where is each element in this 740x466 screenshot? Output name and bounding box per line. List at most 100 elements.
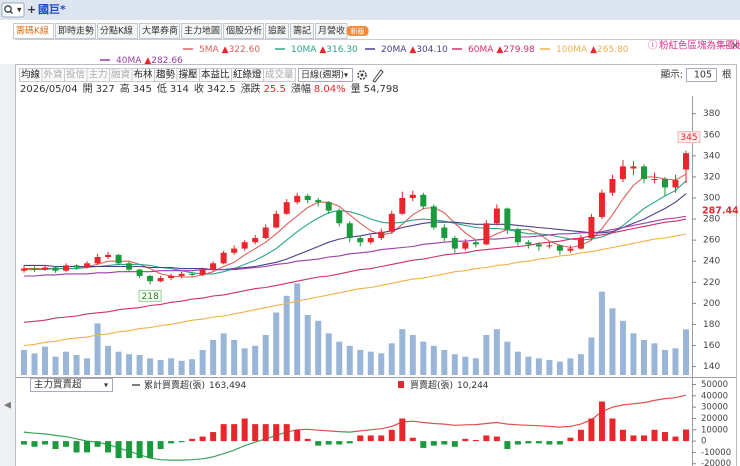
net-bar [525, 441, 532, 444]
toolbar-button-label[interactable]: 撐壓 [179, 69, 199, 81]
indicator-plot [21, 394, 689, 461]
draw-icon[interactable] [372, 69, 384, 83]
toolbar-button-label[interactable]: 趨勢 [156, 69, 176, 81]
volume-bar [462, 356, 469, 375]
toolbar-button-label[interactable]: 紅綠燈 [233, 69, 262, 81]
tab-label[interactable]: 分點K線 [100, 25, 133, 37]
volume-bar [525, 356, 532, 375]
tab[interactable] [265, 23, 289, 39]
tab[interactable] [139, 23, 180, 39]
toolbar-button-label[interactable]: 布林 [134, 69, 154, 81]
candle-body [126, 263, 133, 270]
candle-body [483, 223, 490, 245]
display-count[interactable]: 105 [694, 70, 712, 81]
net-bar [493, 436, 500, 442]
dropdown-caret[interactable]: ▾ [104, 381, 108, 390]
net-bar [210, 432, 217, 442]
tab-label[interactable]: 追蹤 [268, 25, 286, 37]
dropdown-caret[interactable]: ▾ [344, 71, 348, 80]
quote-field-value: 345 [133, 84, 152, 95]
net-bar [21, 441, 27, 445]
tab-label[interactable]: 主力地圖 [184, 25, 220, 37]
tab-label[interactable]: 月營收 [318, 25, 345, 37]
legend-arrow: ▲ [496, 45, 503, 55]
toolbar-button[interactable] [263, 68, 296, 82]
tab-label[interactable]: 籌碼K線 [16, 25, 49, 37]
legend-arrow: ▲ [319, 45, 326, 55]
reference-price: 287.44 [702, 206, 739, 217]
candle-body [598, 192, 605, 217]
period-select-label[interactable]: 日線(週期) [301, 69, 344, 81]
volume-bar [567, 358, 574, 375]
settings-icon[interactable] [360, 73, 364, 77]
quote-field-label: 低 [157, 82, 167, 95]
tab[interactable] [97, 23, 138, 39]
indicator-select-label[interactable]: 主力買賣超 [34, 379, 82, 391]
net-bar [346, 441, 353, 444]
toolbar-button-label[interactable]: 融資 [111, 69, 131, 81]
volume-bar [168, 358, 175, 375]
toolbar-button-label[interactable]: 投信 [66, 69, 85, 81]
settings-icon[interactable] [357, 70, 367, 80]
tab[interactable] [55, 23, 96, 39]
net-bar [168, 441, 175, 444]
tab[interactable] [223, 23, 264, 39]
tab-badge [346, 26, 369, 36]
toolbar-button-label[interactable]: 外資 [44, 69, 64, 81]
net-bar [619, 429, 626, 442]
net-bar [430, 441, 437, 446]
y-tick-label: 260 [703, 236, 720, 246]
volume-bar [262, 335, 269, 375]
tab-label[interactable]: 即時走勢 [58, 25, 94, 37]
display-count-box[interactable] [686, 68, 717, 82]
y-tick-label: 340 [703, 151, 720, 161]
net-bar [399, 418, 406, 442]
tab-label[interactable]: 個股分析 [226, 25, 262, 37]
tab-label[interactable]: 籌記 [293, 25, 311, 37]
add-button[interactable]: + [27, 3, 36, 16]
candle-body [336, 210, 343, 224]
low-label: 218 [142, 292, 159, 302]
legend-entry: 10MA ▲316.30 [291, 45, 358, 55]
period-select[interactable] [298, 68, 353, 82]
tab[interactable] [181, 23, 222, 39]
volume-bar [357, 350, 364, 375]
quote-field-value: 54,798 [364, 84, 399, 95]
net-bar [630, 435, 637, 442]
dropdown-caret[interactable]: ▾ [17, 6, 22, 16]
volume-bar [231, 340, 238, 375]
net-bar [157, 441, 164, 450]
net-bar [451, 441, 458, 447]
indicator-select[interactable] [30, 378, 113, 392]
toolbar-button-label[interactable]: 成交量 [265, 69, 294, 81]
toolbar-button-label[interactable]: 主力 [89, 69, 108, 81]
search-box[interactable] [1, 2, 25, 18]
tab[interactable] [13, 23, 54, 39]
volume-bar [546, 360, 553, 375]
candle-body [241, 242, 248, 249]
volume-bar [409, 335, 416, 375]
toolbar-button-label[interactable]: 均線 [21, 69, 41, 81]
candle-body [441, 227, 448, 239]
tab[interactable] [290, 23, 314, 39]
candle-body [525, 242, 532, 245]
ma-line [24, 173, 687, 278]
minimize-button[interactable]: — [719, 40, 729, 51]
search-icon[interactable] [4, 5, 12, 13]
y-tick-label: 200 [703, 299, 720, 309]
candle-body [556, 245, 563, 251]
search-icon[interactable] [9, 10, 13, 14]
volume-bar [420, 341, 427, 375]
volume-bar [441, 350, 448, 375]
net-bar [661, 432, 668, 442]
net-bar [683, 429, 689, 442]
close-button[interactable]: ✕ [731, 41, 739, 52]
quote-date: 2026/05/04 [20, 84, 78, 95]
collapse-arrow[interactable]: ◀ [4, 401, 11, 411]
candle-body [294, 195, 301, 203]
candle-body [388, 213, 395, 232]
tab-label[interactable]: 大單券商 [142, 25, 178, 37]
quote-info: 2026/05/04 開 327 高 345 低 314 收 342.5 漲跌 25.5 漲幅 8.04… [20, 82, 399, 95]
toolbar-button-label[interactable]: 本益比 [201, 69, 230, 81]
search-button[interactable]: ▾ [1, 2, 25, 18]
